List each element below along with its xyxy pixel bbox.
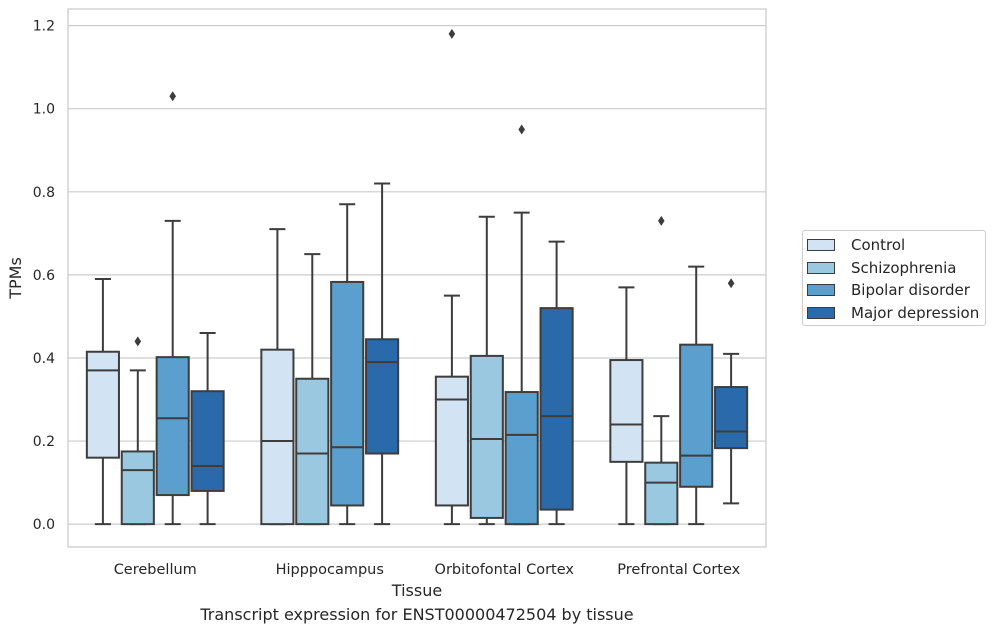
box-iqr (365, 338, 400, 455)
plot-frame (67, 8, 767, 548)
y-tick-label: 0.0 (33, 517, 55, 533)
legend-item-schizophrenia: Schizophrenia (807, 258, 956, 278)
box-iqr (609, 359, 644, 463)
legend-label-schizophrenia: Schizophrenia (851, 259, 957, 277)
box-orbitofontal-cortex-bipolar-disorder (504, 124, 539, 526)
legend-swatch-bipolar-disorder (807, 284, 835, 296)
y-tick-label: 0.2 (33, 434, 55, 450)
legend-label-major-depression: Major depression (851, 304, 980, 322)
box-iqr (260, 348, 295, 526)
box-iqr (155, 356, 190, 497)
box-orbitofontal-cortex-schizophrenia (469, 215, 504, 526)
box-hipppocampus-bipolar-disorder (330, 203, 365, 526)
box-prefrontal-cortex-schizophrenia (644, 215, 679, 526)
box-iqr (190, 390, 225, 492)
box-prefrontal-cortex-bipolar-disorder (679, 265, 714, 526)
legend-swatch-major-depression (807, 307, 835, 319)
box-iqr (469, 354, 504, 519)
y-tick-label: 1.2 (33, 19, 55, 35)
box-iqr (714, 386, 749, 450)
x-axis-label: Tissue (391, 581, 442, 600)
box-iqr (330, 280, 365, 507)
box-iqr (120, 450, 155, 526)
box-orbitofontal-cortex-control (434, 28, 469, 526)
box-hipppocampus-control (260, 228, 295, 526)
box-iqr (85, 350, 120, 459)
y-axis-label: TPMs (6, 257, 25, 300)
x-tick-label: Prefrontal Cortex (617, 562, 740, 578)
box-prefrontal-cortex-major-depression (714, 278, 749, 505)
legend-item-major-depression: Major depression (807, 303, 979, 323)
box-iqr (644, 461, 679, 526)
box-iqr (504, 391, 539, 526)
legend-label-control: Control (851, 236, 906, 254)
box-hipppocampus-major-depression (365, 182, 400, 526)
outlier-point (169, 91, 176, 102)
box-cerebellum-major-depression (190, 332, 225, 526)
box-hipppocampus-schizophrenia (295, 253, 330, 526)
box-iqr (539, 307, 574, 511)
x-tick-label: Orbitofontal Cortex (435, 562, 575, 578)
x-tick-label: Cerebellum (114, 562, 197, 578)
box-orbitofontal-cortex-major-depression (539, 240, 574, 526)
legend-label-bipolar-disorder: Bipolar disorder (851, 281, 970, 299)
box-iqr (295, 377, 330, 526)
x-tick-labels: Cerebellum Hipppocampus Orbitofontal Corte… (114, 562, 741, 578)
chart-caption: Transcript expression for ENST0000047250… (200, 605, 634, 624)
legend-item-control: Control (807, 235, 905, 255)
outlier-point (448, 28, 456, 39)
legend-item-bipolar-disorder: Bipolar disorder (807, 280, 970, 300)
outlier-point (727, 278, 735, 289)
box-iqr (434, 375, 469, 507)
legend-swatch-schizophrenia (807, 262, 835, 274)
x-tick-label: Hipppocampus (276, 562, 384, 578)
legend-swatch-control (807, 239, 835, 251)
y-tick-label: 0.4 (33, 351, 55, 367)
outlier-point (658, 215, 665, 226)
legend: Control Schizophrenia Bipolar disorder M… (802, 230, 986, 326)
y-tick-label: 0.8 (33, 185, 55, 201)
y-tick-labels: 0.0 0.2 0.4 0.6 0.8 1.0 1.2 (33, 19, 55, 534)
y-tick-label: 1.0 (33, 102, 55, 118)
outlier-point (518, 124, 525, 135)
box-iqr (679, 343, 714, 488)
box-cerebellum-schizophrenia (120, 336, 155, 526)
y-tick-label: 0.6 (33, 268, 55, 284)
box-cerebellum-bipolar-disorder (155, 91, 190, 526)
box-groups (85, 28, 749, 526)
outlier-point (134, 336, 142, 347)
box-prefrontal-cortex-control (609, 286, 644, 526)
box-cerebellum-control (85, 278, 120, 526)
